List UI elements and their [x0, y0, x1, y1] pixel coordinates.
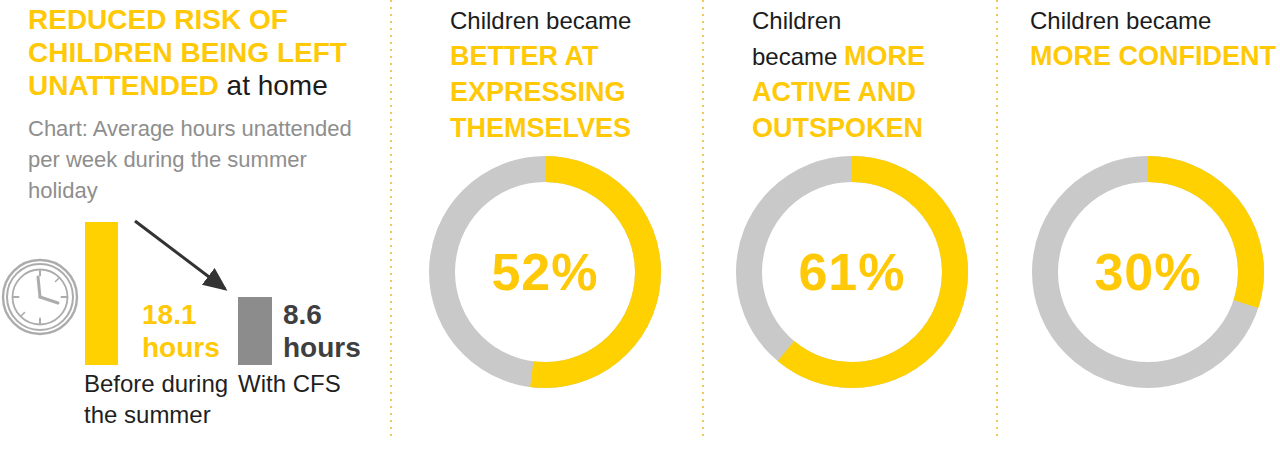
- decrease-arrow-icon: [125, 212, 247, 306]
- section-divider: [996, 0, 998, 440]
- donut2-header-plain: Children became: [752, 7, 844, 70]
- clock-icon: [0, 255, 80, 339]
- panel1-title: REDUCED RISK OF CHILDREN BEING LEFT UNAT…: [28, 3, 396, 102]
- bar-before-summer: [85, 222, 118, 365]
- panel1-chart-caption: Chart: Average hours unattended per week…: [28, 113, 368, 206]
- donut3-header-plain: Children became: [1030, 7, 1211, 34]
- section-divider: [390, 0, 392, 440]
- bar2-value-label: 8.6 hours: [283, 298, 375, 364]
- donut2-percent: 61%: [736, 156, 968, 388]
- infographic-canvas: REDUCED RISK OF CHILDREN BEING LEFT UNAT…: [0, 0, 1280, 473]
- panel1-title-rest: at home: [219, 70, 328, 101]
- bar-with-cfs: [238, 297, 272, 365]
- donut-chart-expressing: 52%: [429, 156, 661, 388]
- donut3-header-highlight: MORE CONFIDENT: [1030, 41, 1276, 71]
- donut3-percent: 30%: [1032, 156, 1264, 388]
- section-divider: [702, 0, 704, 440]
- donut2-header: Children became MORE ACTIVE AND OUTSPOKE…: [752, 4, 932, 148]
- donut-chart-confident: 30%: [1032, 156, 1264, 388]
- donut1-percent: 52%: [429, 156, 661, 388]
- bar1-category-label: Before during the summer: [84, 368, 254, 430]
- bar1-value-label: 18.1 hours: [142, 298, 234, 364]
- donut-chart-active: 61%: [736, 156, 968, 388]
- donut3-header: Children became MORE CONFIDENT: [1030, 4, 1280, 76]
- bar2-category-label: With CFS: [238, 368, 368, 399]
- donut1-header-plain: Children became: [450, 7, 631, 34]
- donut1-header: Children became BETTER AT EXPRESSING THE…: [450, 4, 655, 148]
- donut1-header-highlight: BETTER AT EXPRESSING THEMSELVES: [450, 41, 631, 143]
